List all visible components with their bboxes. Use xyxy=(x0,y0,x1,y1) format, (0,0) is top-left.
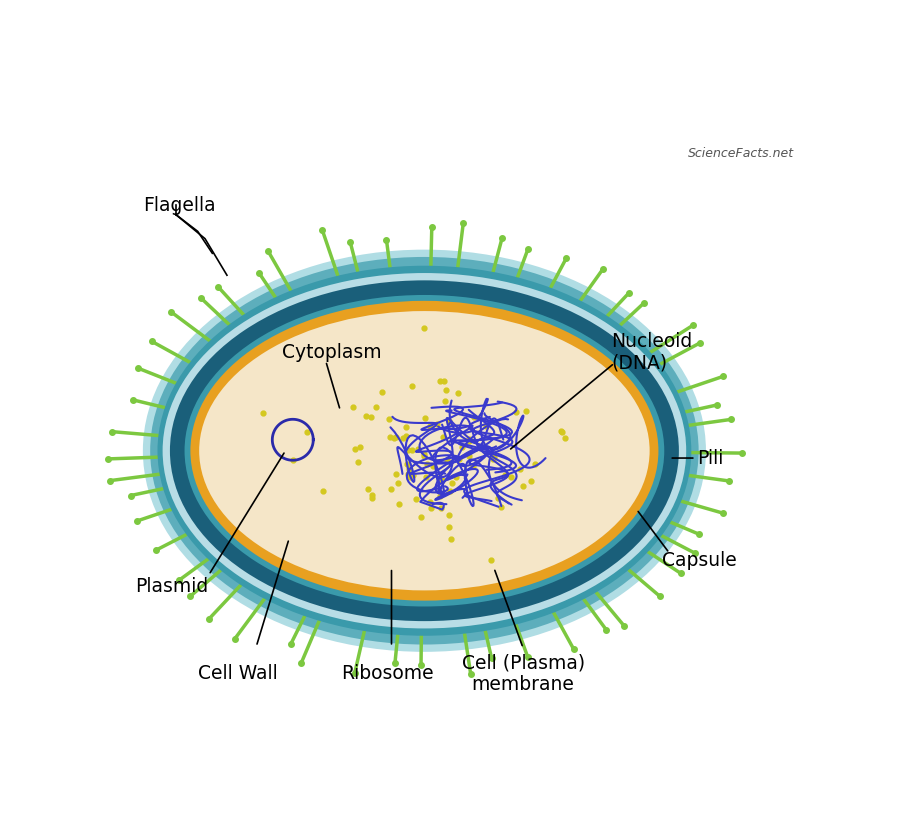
Text: Cell Wall: Cell Wall xyxy=(198,664,278,683)
Text: Ribosome: Ribosome xyxy=(341,664,434,683)
Ellipse shape xyxy=(163,273,686,628)
Ellipse shape xyxy=(191,301,659,601)
Text: Cell (Plasma)
membrane: Cell (Plasma) membrane xyxy=(462,653,585,694)
Text: ScienceFacts.net: ScienceFacts.net xyxy=(688,147,794,160)
Ellipse shape xyxy=(143,249,706,652)
Ellipse shape xyxy=(170,280,679,621)
Text: Nucleoid
(DNA): Nucleoid (DNA) xyxy=(611,332,692,372)
Text: Flagella: Flagella xyxy=(143,196,215,215)
Ellipse shape xyxy=(150,257,698,645)
Text: Cytoplasm: Cytoplasm xyxy=(282,342,382,361)
Text: Plasmid: Plasmid xyxy=(136,577,209,596)
Ellipse shape xyxy=(158,266,691,636)
Text: Capsule: Capsule xyxy=(662,551,737,570)
Text: Prokaryotic Cell: Prokaryotic Cell xyxy=(226,26,674,74)
Ellipse shape xyxy=(199,311,650,590)
Ellipse shape xyxy=(184,295,664,607)
Text: Pili: Pili xyxy=(698,449,724,468)
